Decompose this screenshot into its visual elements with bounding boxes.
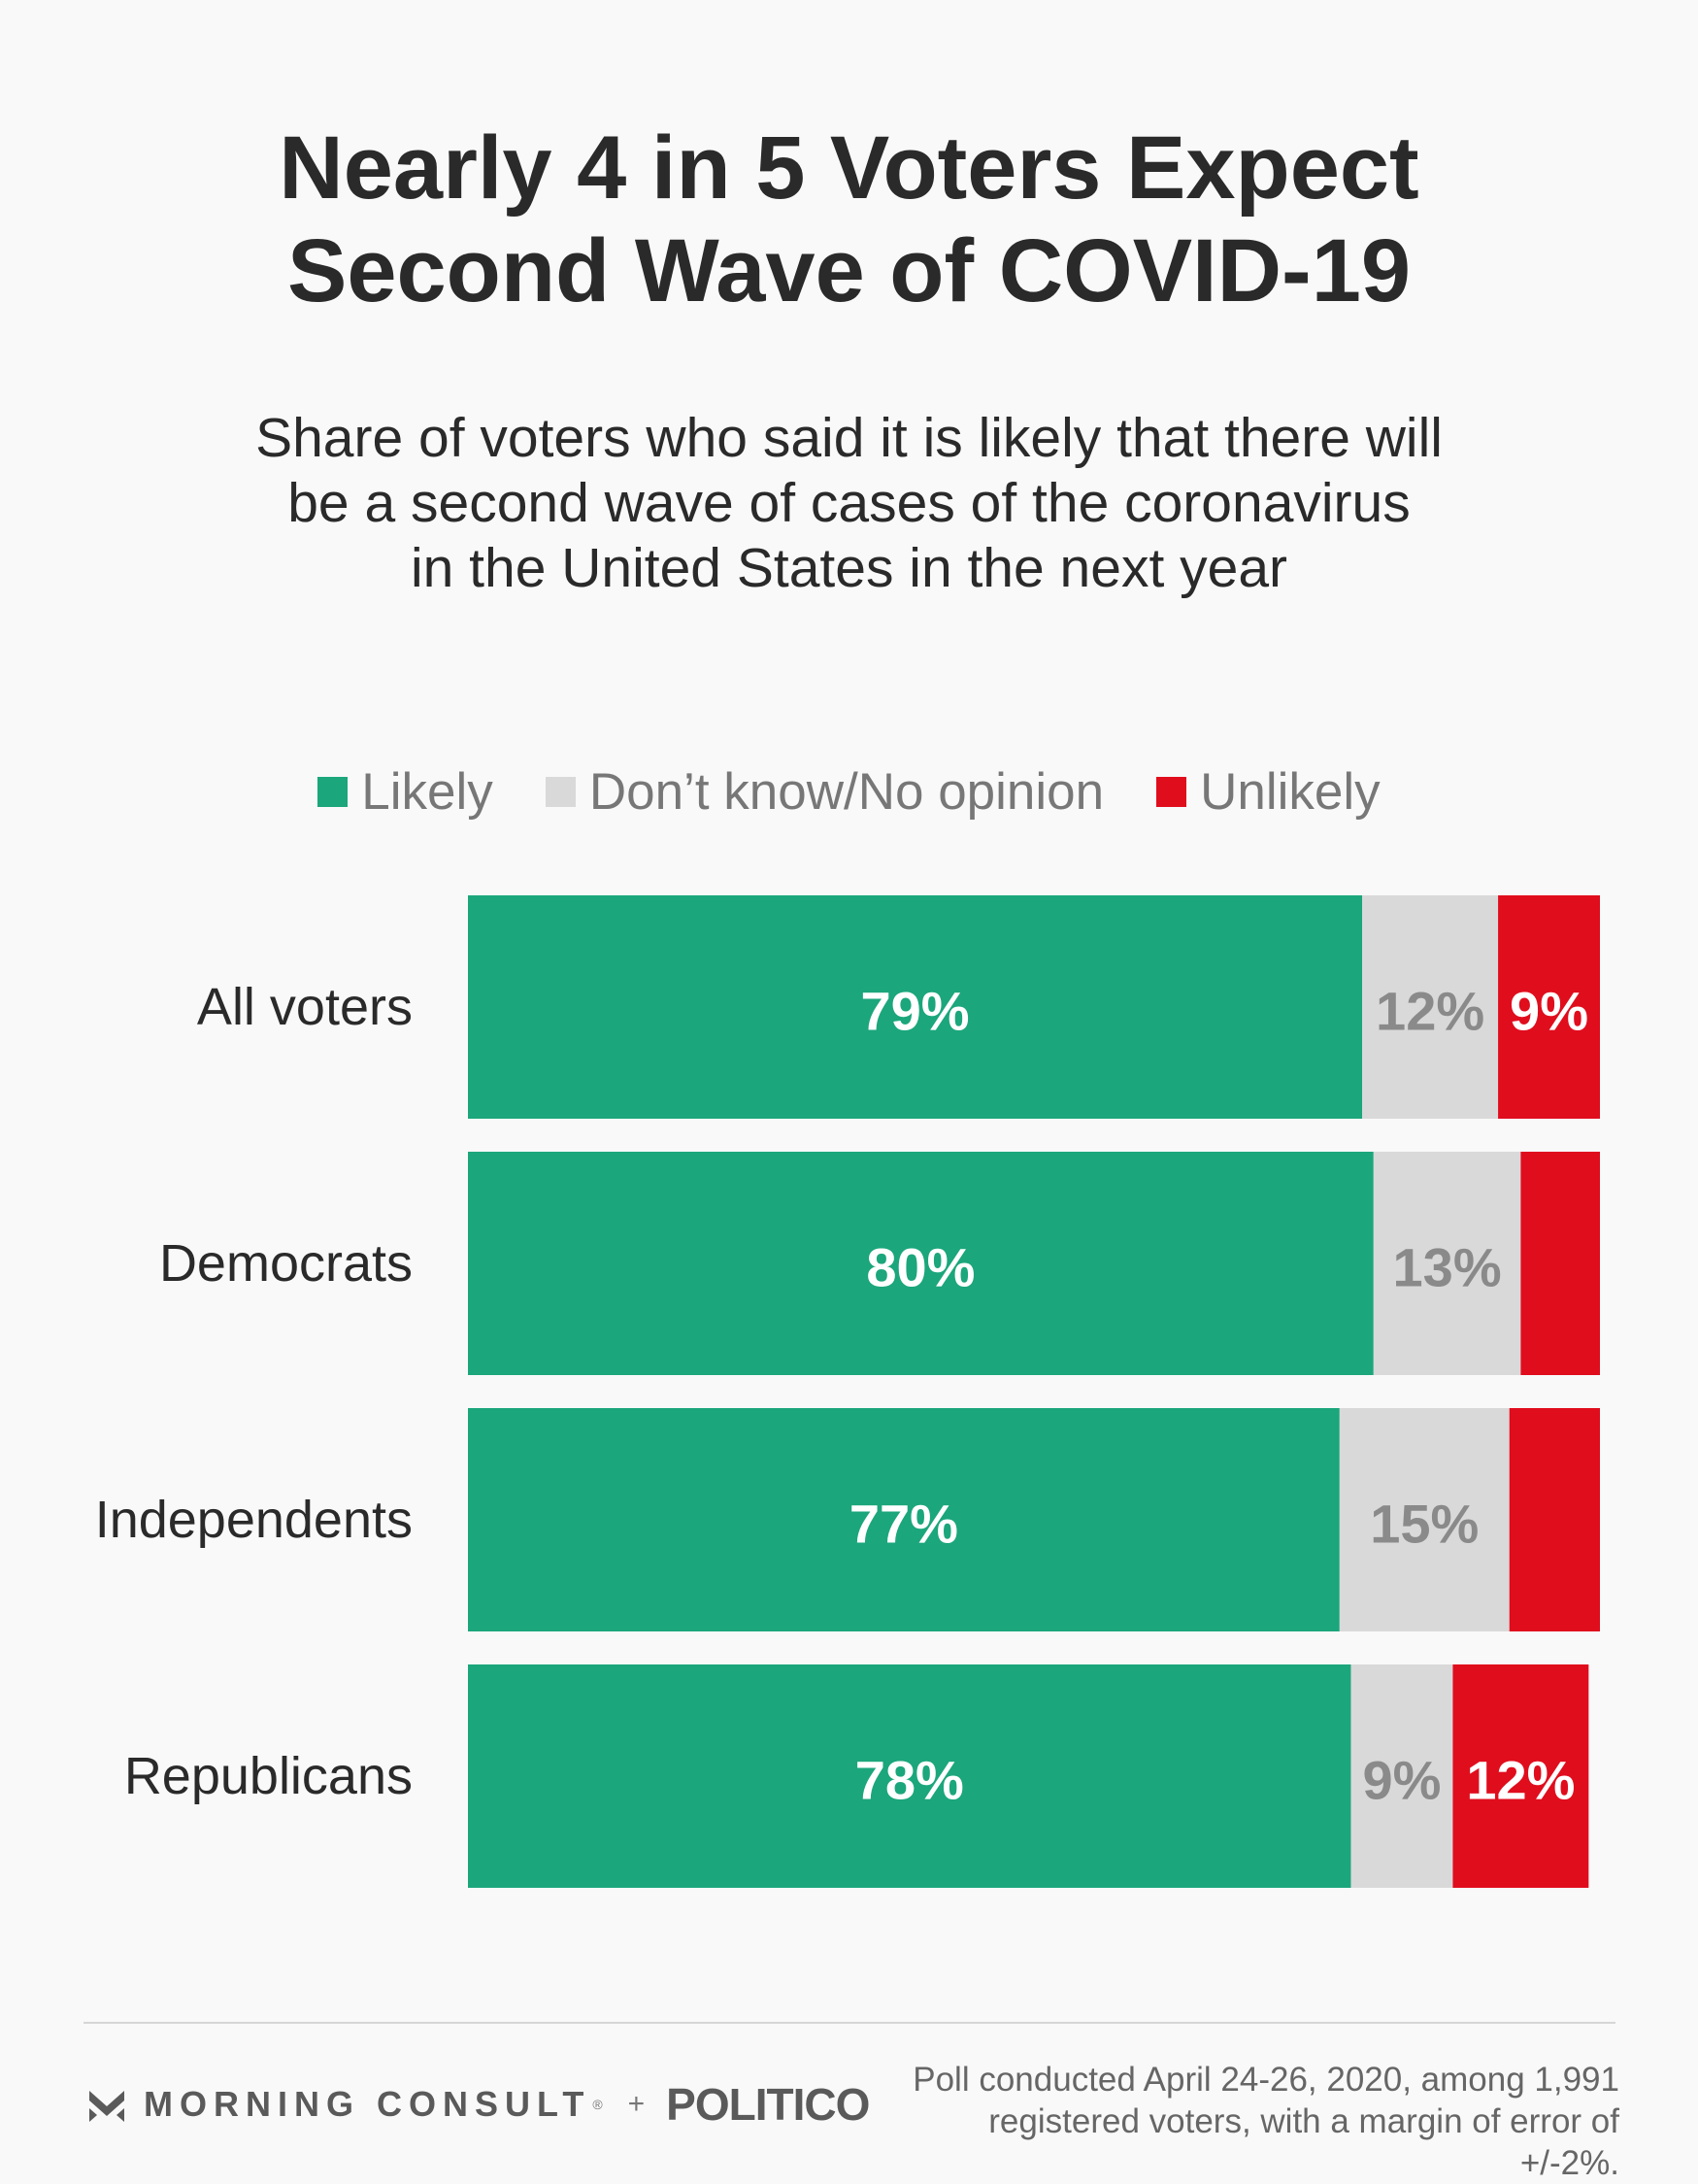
legend-label-unlikely: Unlikely [1200,763,1381,821]
legend-item-dont-know: Don’t know/No opinion [545,762,1105,822]
footer-divider [83,2022,1615,2024]
data-label-republicans-likely: 78% [855,1750,964,1811]
chart-legend: Likely Don’t know/No opinion Unlikely [0,762,1698,822]
data-label-independents-likely: 77% [849,1494,958,1555]
plus-sign: + [627,2088,646,2120]
data-label-republicans-don-t-know-no-opinion: 9% [1362,1750,1441,1811]
legend-swatch-dont-know [545,777,576,807]
bar-independents-don-t-know-no-opinion [1339,1408,1510,1631]
bar-all-voters-don-t-know-no-opinion [1362,895,1499,1119]
stacked-bar-chart: All voters 79% 12% 9% Democrats 80% 13% Indepen… [95,895,1600,1888]
bar-independents-likely [468,1408,1340,1631]
politico-wordmark: POLITICO [666,2079,870,2130]
morning-consult-wordmark: MORNING CONSULT [144,2084,591,2124]
source-line-1: Poll conducted April 24-26, 2020, among … [913,2061,1619,2099]
category-label-democrats: Democrats [159,1234,413,1293]
subtitle-line-2: be a second wave of cases of the coronav… [287,472,1411,534]
legend-item-unlikely: Unlikely [1156,762,1381,822]
source-note: Poll conducted April 24-26, 2020, among … [882,2059,1619,2184]
data-label-democrats-likely: 80% [866,1237,975,1298]
bar-democrats-don-t-know-no-opinion [1373,1152,1521,1375]
bar-democrats-likely [468,1152,1374,1375]
bar-independents-unlikely [1509,1408,1600,1631]
footer-logos: MORNING CONSULT ® + POLITICO [87,2078,870,2131]
data-label-democrats-don-t-know-no-opinion: 13% [1393,1237,1502,1298]
legend-swatch-unlikely [1156,777,1187,807]
title-line-2: Second Wave of COVID-19 [286,221,1412,320]
data-label-all-voters-don-t-know-no-opinion: 12% [1376,981,1484,1042]
category-label-independents: Independents [95,1491,413,1549]
legend-label-dont-know: Don’t know/No opinion [588,763,1105,821]
source-line-2: registered voters, with a margin of erro… [988,2102,1619,2182]
category-label-all-voters: All voters [197,978,413,1036]
chart-title: Nearly 4 in 5 Voters Expect Second Wave … [0,117,1698,322]
chart-subtitle: Share of voters who said it is likely th… [146,406,1552,601]
legend-label-likely: Likely [361,763,493,821]
bar-republicans-likely [468,1664,1351,1888]
data-label-republicans-unlikely: 12% [1466,1750,1575,1811]
category-label-republicans: Republicans [124,1747,413,1805]
legend-swatch-likely [317,777,349,807]
data-label-all-voters-likely: 79% [861,981,970,1042]
subtitle-line-1: Share of voters who said it is likely th… [255,407,1443,469]
data-label-independents-don-t-know-no-opinion: 15% [1370,1494,1479,1555]
bar-all-voters-likely [468,895,1363,1119]
bar-republicans-don-t-know-no-opinion [1350,1664,1453,1888]
bar-republicans-unlikely [1452,1664,1589,1888]
bar-all-voters-unlikely [1498,895,1600,1119]
morning-consult-logo-icon [89,2091,124,2122]
data-label-all-voters-unlikely: 9% [1510,981,1588,1042]
legend-item-likely: Likely [317,762,493,822]
bar-democrats-unlikely [1520,1152,1600,1375]
subtitle-line-3: in the United States in the next year [410,537,1288,599]
title-line-1: Nearly 4 in 5 Voters Expect [279,118,1419,218]
trademark-mark: ® [592,2097,603,2112]
